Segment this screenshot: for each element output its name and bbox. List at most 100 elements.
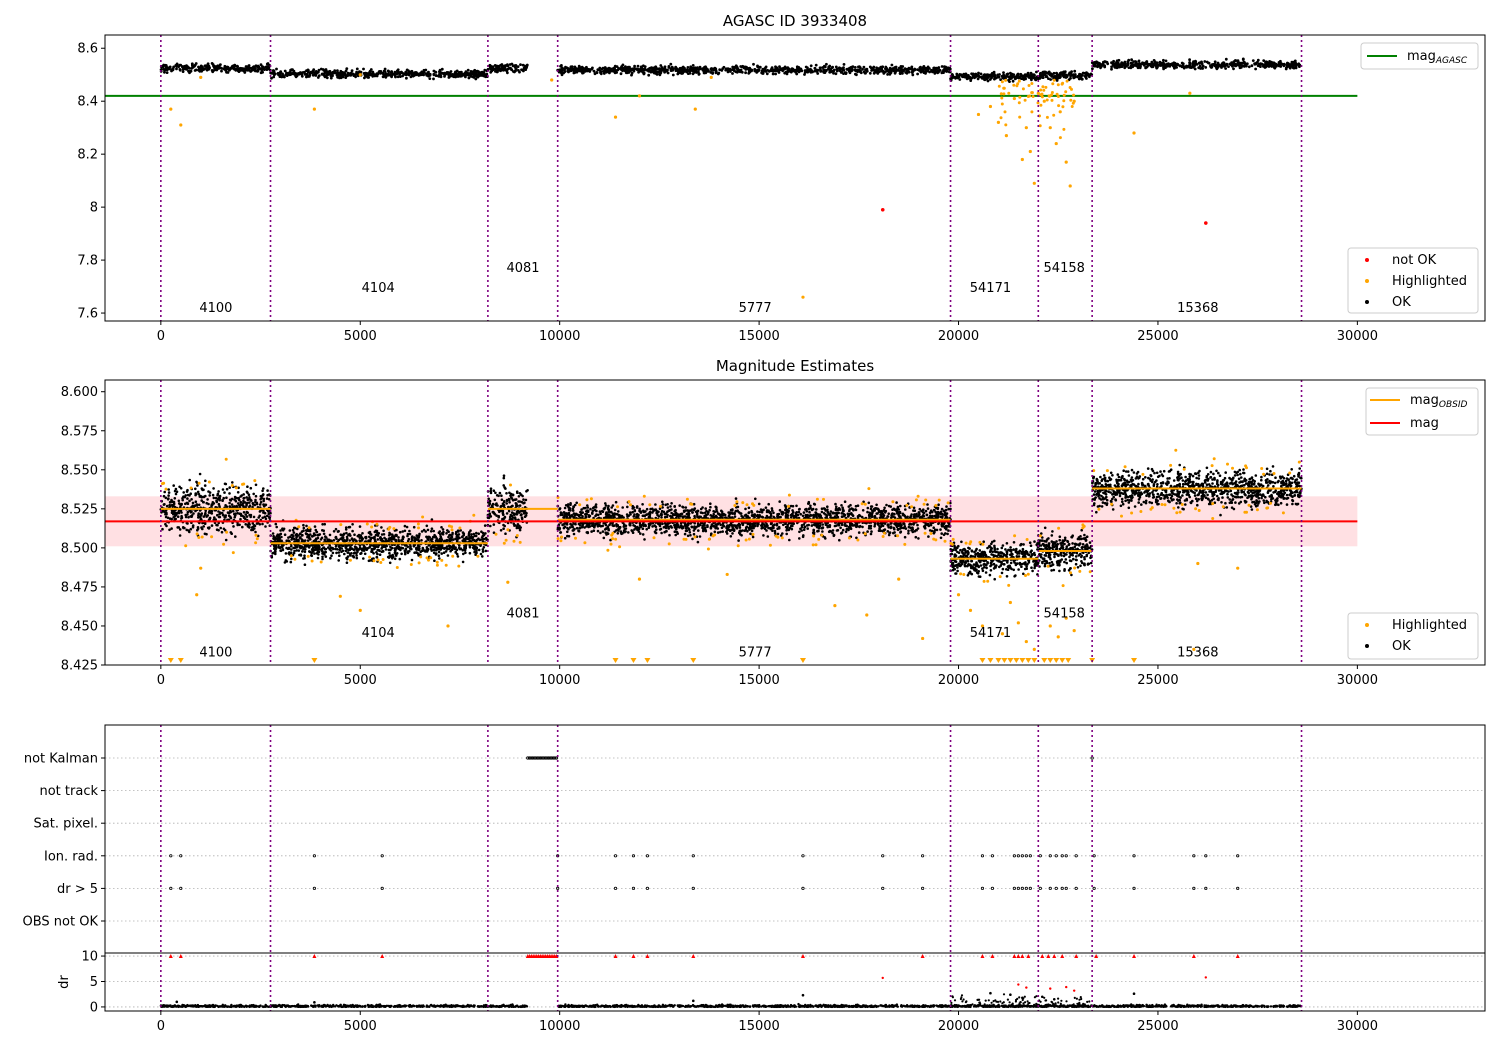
x-tick-label: 15000 [738,329,779,344]
ok-point [504,532,507,535]
ok-point [454,532,458,536]
ok-point [1225,63,1229,66]
ok-point [310,535,314,538]
ok-point [413,551,416,554]
ok-point [1251,59,1255,62]
ok-point [430,547,433,551]
ok-point [393,549,397,552]
ok-point [228,492,231,495]
ok-point [373,530,377,534]
ok-point [818,66,822,70]
ok-point [419,550,423,553]
ok-point [293,546,297,550]
ok-point [1079,76,1083,79]
highlighted-point [199,75,203,79]
ok-point [916,72,919,76]
ok-point [378,553,382,556]
ok-point [502,503,505,507]
ok-point [518,492,522,495]
ok-point [203,484,207,487]
ok-point [898,72,902,75]
x-tick-label: 10000 [539,329,580,344]
highlighted-point [1016,82,1020,86]
ok-point [883,506,886,510]
ok-point [514,502,518,505]
ok-point [215,65,219,69]
highlighted-point [1064,160,1068,164]
ok-point [899,504,902,508]
ok-point [215,528,219,531]
ok-point [832,68,836,72]
ok-point [272,75,276,79]
ok-point [200,487,204,490]
ok-point [1254,67,1257,71]
ok-point [347,72,351,75]
ok-point [1085,77,1088,80]
ok-point [163,490,166,494]
ok-point [518,504,522,507]
ok-point [468,539,472,542]
ok-point [220,530,224,534]
ok-point [475,74,479,78]
highlighted-point [1027,84,1031,87]
ok-point [388,73,392,77]
highlighted-point [1018,115,1022,119]
ok-point [1050,73,1054,76]
highlighted-point [1030,110,1034,114]
ok-point [481,72,484,76]
ok-point [782,66,786,70]
ok-point [264,65,268,69]
ok-point [290,548,293,551]
ok-point [756,65,760,69]
ok-point [194,500,198,504]
ok-point [325,76,329,80]
ok-point [305,524,308,528]
ok-point [428,77,432,80]
ok-point [1284,67,1288,71]
ok-point [825,62,828,66]
ok-point [724,516,727,519]
ok-point [254,500,257,504]
highlighted-point [1052,78,1056,82]
ok-point [454,70,457,74]
ok-point [456,555,460,558]
ok-point [448,547,451,550]
ok-point [1209,64,1212,68]
highlighted-point [1030,91,1034,95]
highlighted-point [976,112,981,117]
highlighted-point [1017,101,1021,105]
ok-point [1242,60,1246,64]
ok-point [502,476,506,480]
ok-point [217,497,220,500]
ok-point [1093,61,1097,64]
ok-point [340,537,344,540]
ok-point [767,502,770,506]
ok-point [270,76,273,80]
ok-point [424,530,428,533]
ok-point [421,546,425,550]
ok-point [691,64,695,67]
highlighted-point [997,84,1001,88]
ok-point [463,546,467,550]
ok-point [1021,77,1024,80]
ok-point [430,527,434,530]
y-tick-label: 8.2 [77,148,98,163]
ok-point [405,68,409,72]
ok-point [406,545,410,549]
ok-point [186,497,189,500]
ok-point [165,513,168,516]
ok-point [834,72,838,76]
ok-point [461,539,465,542]
ok-point [344,69,348,73]
ok-point [303,70,306,74]
ok-point [1009,77,1012,80]
ok-point [190,498,193,501]
ok-point [273,537,277,540]
ok-point [1290,60,1294,64]
ok-point [344,526,348,529]
ok-point [425,546,429,549]
ok-point [329,74,333,77]
ok-point [1035,70,1038,74]
highlighted-point [1058,136,1062,140]
